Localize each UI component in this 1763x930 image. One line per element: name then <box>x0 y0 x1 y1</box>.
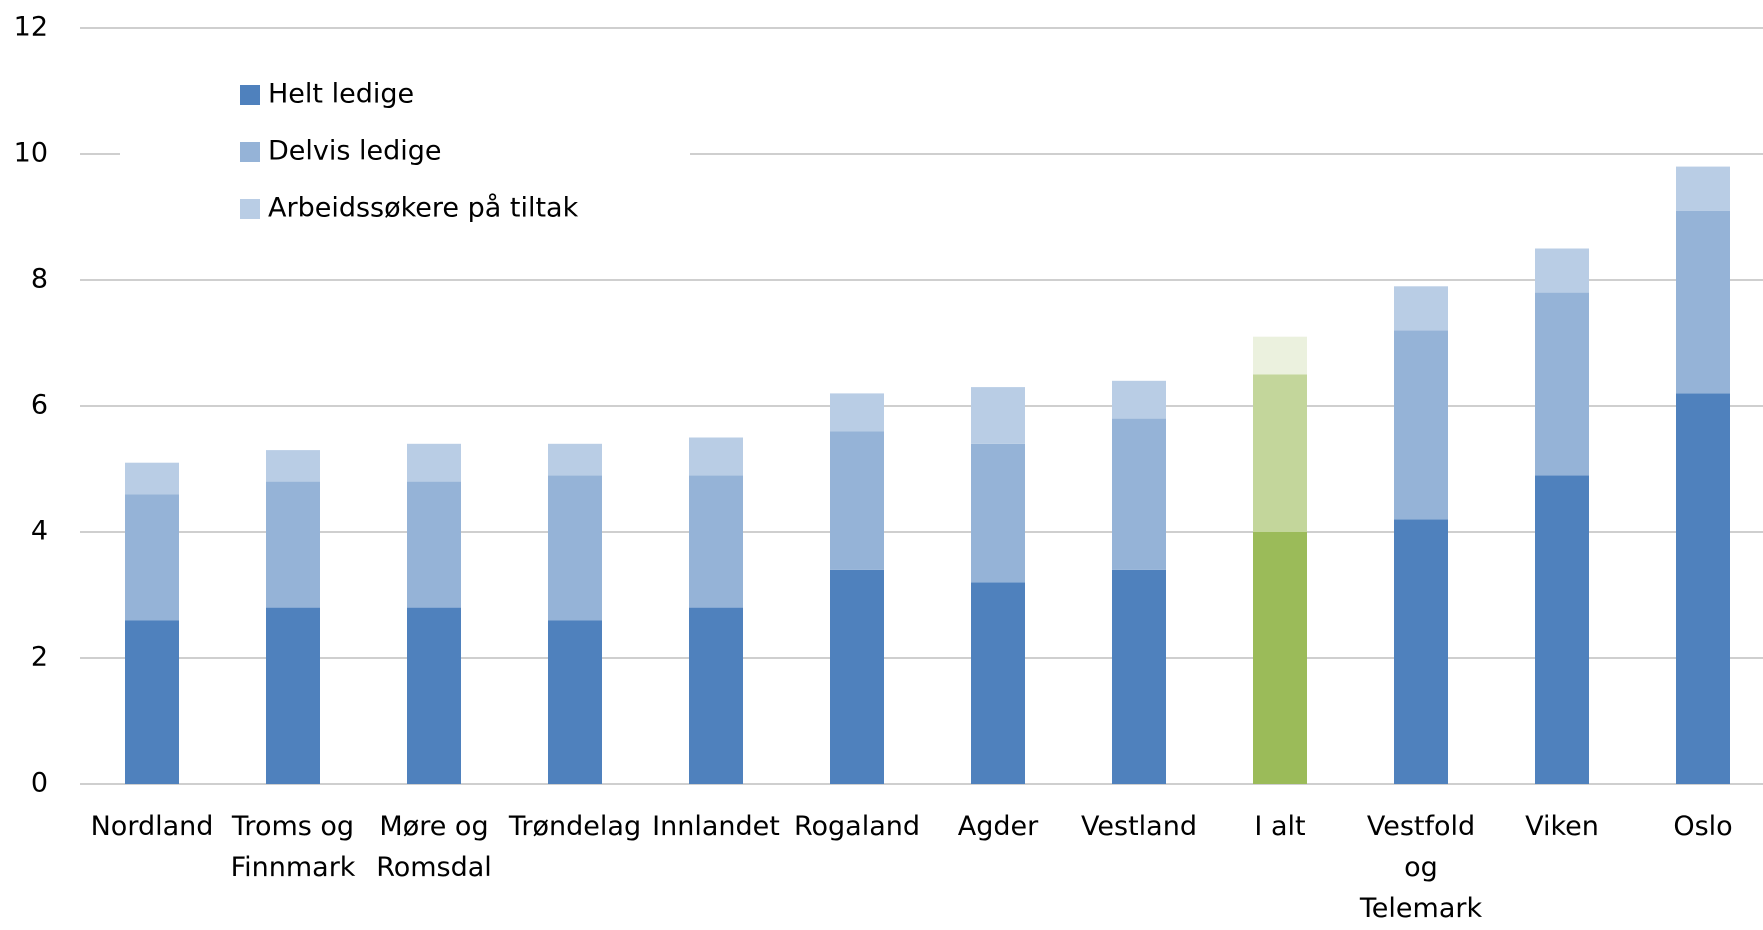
y-tick-label: 10 <box>14 138 48 169</box>
bar-segment <box>407 607 461 784</box>
legend-label: Delvis ledige <box>268 136 442 167</box>
legend-swatch <box>240 199 260 219</box>
y-tick-label: 4 <box>31 516 48 547</box>
bar-segment <box>125 494 179 621</box>
x-tick-label: Vestfold og Telemark <box>1359 811 1483 924</box>
legend-swatch <box>240 142 260 162</box>
bar-segment <box>1253 374 1307 532</box>
bar-segment <box>1394 519 1448 784</box>
bar-segment <box>689 607 743 784</box>
bar-segment <box>1394 286 1448 331</box>
legend-swatch <box>240 85 260 105</box>
y-tick-label: 6 <box>31 390 48 421</box>
bar-segment <box>689 437 743 476</box>
bar-segment <box>1535 248 1589 293</box>
bar-segment <box>971 387 1025 444</box>
y-tick-label: 8 <box>31 264 48 295</box>
x-tick-label: Rogaland <box>793 811 921 842</box>
bar-segment <box>266 481 320 608</box>
bar-segment <box>407 481 461 608</box>
bar-segment <box>407 443 461 482</box>
x-tick-label: Nordland <box>90 811 214 842</box>
x-tick-label: I alt <box>1254 811 1306 842</box>
legend-label: Arbeidssøkere på tiltak <box>268 193 579 224</box>
bar-segment <box>1676 393 1730 784</box>
bar-segment <box>689 475 743 608</box>
bar-segment <box>830 431 884 570</box>
bar-segment <box>1676 166 1730 211</box>
x-tick-label: Agder <box>957 811 1039 842</box>
bar-segment <box>1676 210 1730 394</box>
bar-segment <box>1253 532 1307 784</box>
y-tick-label: 0 <box>31 768 48 799</box>
y-tick-label: 2 <box>31 642 48 673</box>
bar-segment <box>1535 292 1589 476</box>
bar-segment <box>548 443 602 476</box>
x-tick-label: Innlandet <box>652 811 780 842</box>
bar-segment <box>1112 380 1166 419</box>
bar-segment <box>548 475 602 621</box>
bar-segment <box>971 582 1025 784</box>
bar-segment <box>266 607 320 784</box>
bar-segment <box>830 393 884 432</box>
bar-segment <box>125 620 179 784</box>
bar-segment <box>830 569 884 784</box>
bar-segment <box>125 462 179 495</box>
bar-segment <box>1112 418 1166 570</box>
bar-segment <box>1394 330 1448 520</box>
x-tick-label: Trøndelag <box>508 811 642 842</box>
x-tick-label: Viken <box>1525 811 1599 842</box>
bar-segment <box>548 620 602 784</box>
bar-segment <box>971 443 1025 583</box>
legend-label: Helt ledige <box>268 79 414 110</box>
legend-background <box>120 60 690 250</box>
x-tick-label: Møre og Romsdal <box>376 811 492 883</box>
bar-segment <box>1253 336 1307 375</box>
x-tick-label: Oslo <box>1673 811 1733 842</box>
y-tick-label: 12 <box>14 12 48 43</box>
bar-segment <box>1112 569 1166 784</box>
bar-segment <box>1535 475 1589 784</box>
bar-segment <box>266 450 320 482</box>
x-tick-label: Vestland <box>1081 811 1197 842</box>
x-tick-label: Troms og Finnmark <box>230 811 356 883</box>
